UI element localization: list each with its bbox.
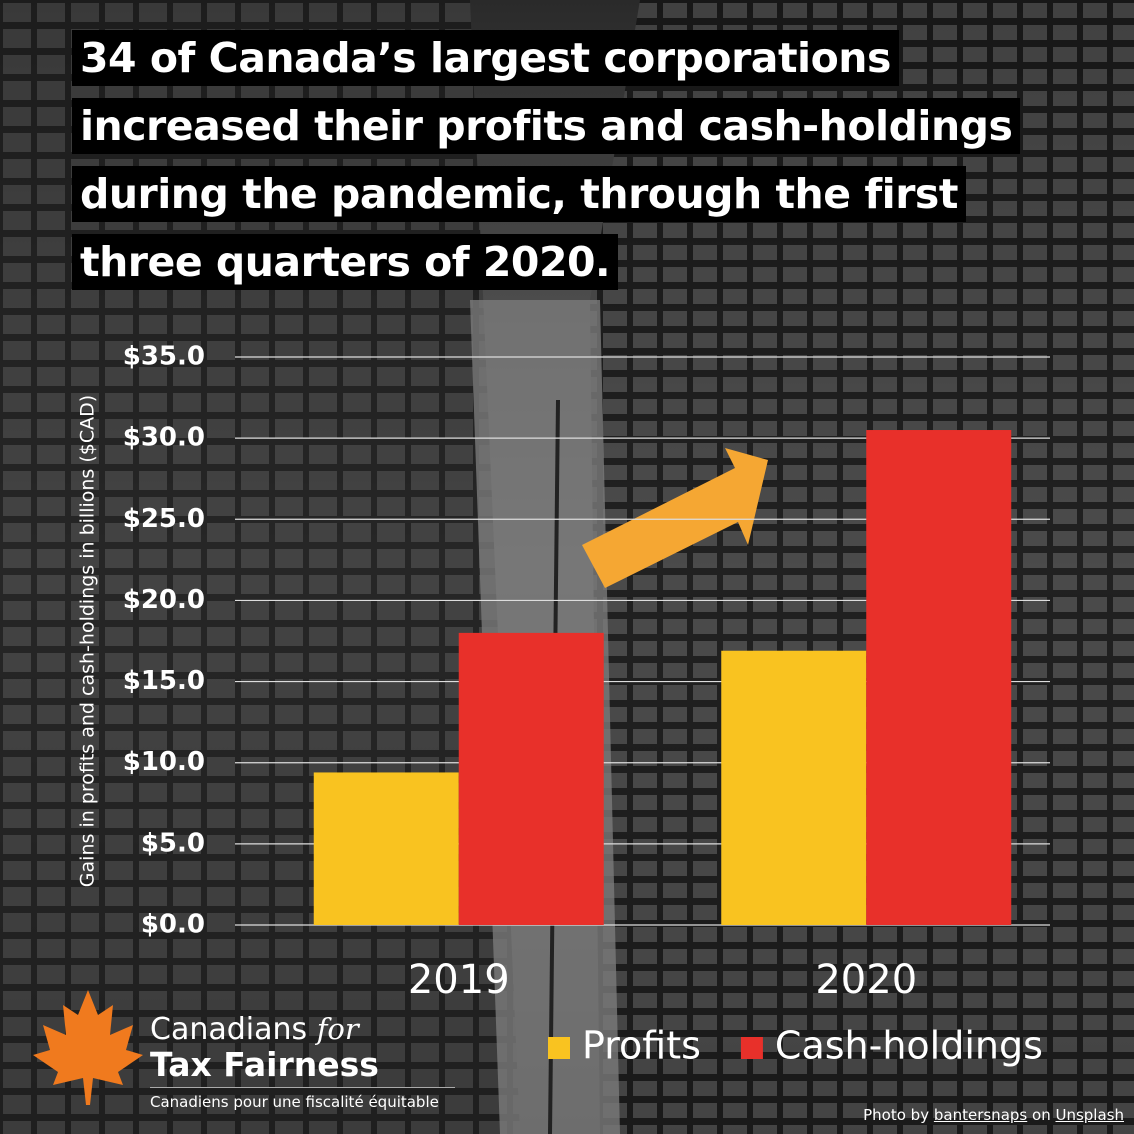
brand-name: Canadians (150, 1012, 308, 1047)
bar (458, 632, 604, 925)
credit-link[interactable]: Unsplash (1055, 1106, 1124, 1124)
y-axis-label: Gains in profits and cash-holdings in bi… (77, 395, 99, 887)
legend-swatch (740, 1037, 763, 1059)
y-tick-label: $10.0 (123, 747, 205, 777)
brand: Canadians for Tax Fairness Canadiens pou… (150, 1012, 455, 1111)
credit-link[interactable]: bantersnaps (933, 1106, 1028, 1124)
y-tick-label: $35.0 (123, 342, 205, 372)
brand-name: Tax Fairness (150, 1045, 379, 1084)
legend-label: Profits (582, 1024, 701, 1068)
brand-name: for (316, 1012, 359, 1046)
credit-text: Photo by (863, 1106, 930, 1124)
y-tick-label: $0.0 (141, 910, 205, 940)
arrow (582, 448, 768, 588)
title-box: 34 of Canada’s largest corporations incr… (72, 24, 1052, 296)
x-tick-label: 2020 (815, 957, 917, 1003)
bar (721, 650, 867, 925)
y-tick-label: $5.0 (141, 828, 205, 858)
logo-leaf (33, 990, 143, 1105)
y-tick-label: $15.0 (123, 666, 205, 696)
legend-label: Cash-holdings (775, 1024, 1043, 1068)
chart-title: 34 of Canada’s largest corporations incr… (72, 30, 1021, 290)
legend-swatch (548, 1037, 570, 1059)
photo-credit: Photo by bantersnaps on Unsplash (863, 1106, 1124, 1124)
y-tick-label: $30.0 (123, 423, 205, 453)
bar (313, 772, 459, 925)
y-tick-label: $25.0 (123, 504, 205, 534)
credit-text: on (1032, 1106, 1051, 1124)
y-tick-label: $20.0 (123, 585, 205, 615)
x-tick-label: 2019 (408, 957, 510, 1003)
brand-tagline: Canadiens pour une fiscalité équitable (150, 1087, 455, 1111)
bar (866, 430, 1012, 925)
